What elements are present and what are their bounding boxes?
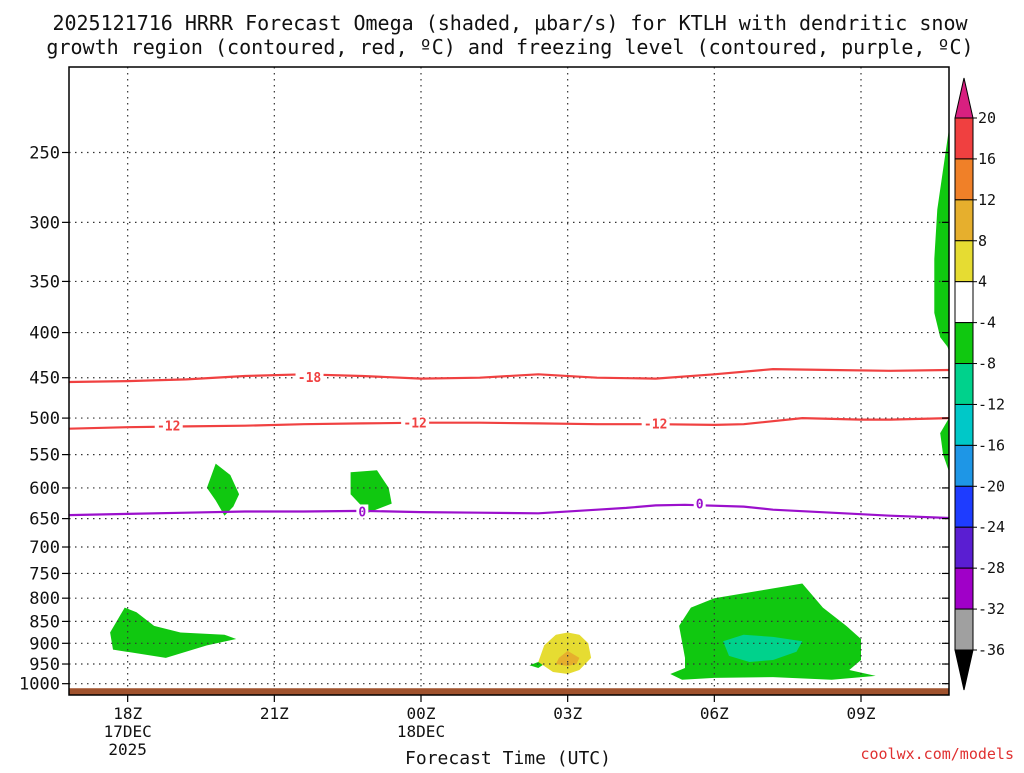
contour-label: 0: [358, 505, 366, 520]
plot-area: -18 -12 -12 -12 0 0 250 300 350 400 450 500 550 600 65…: [19, 66, 950, 759]
omega-shaded-region: [723, 634, 803, 662]
contour-label: 0: [696, 498, 704, 513]
contour-line: [68, 503, 950, 520]
x-tick-date-label: 17DEC: [104, 722, 152, 741]
credit-text: coolwx.com/models: [860, 745, 1014, 763]
contour-label-bg: [693, 496, 706, 511]
x-tick-label: 06Z: [700, 704, 729, 723]
x-tick-year-label: 2025: [108, 740, 147, 759]
contour-label-bg: [641, 416, 670, 431]
colorbar-label: -32: [978, 600, 1005, 618]
colorbar-band: [954, 199, 974, 242]
y-tick-label: 350: [29, 272, 60, 292]
y-tick-label: 650: [29, 510, 60, 530]
colorbar-band: [954, 567, 974, 610]
omega-shaded-region: [206, 463, 240, 516]
y-tick-label: 300: [29, 213, 60, 233]
x-tick-label: 21Z: [260, 704, 289, 723]
y-tick-label: 500: [29, 409, 60, 429]
x-tick-date-label: 18DEC: [397, 722, 445, 741]
x-tick-label: 00Z: [407, 704, 436, 723]
y-tick-label: 850: [29, 612, 60, 632]
y-tick-label: 450: [29, 369, 60, 389]
y-tick-label: 900: [29, 634, 60, 654]
y-tick-label: 550: [29, 446, 60, 466]
colorbar-under-triangle: [954, 649, 974, 691]
colorbar-label: -16: [978, 436, 1005, 454]
x-tick-label: 18Z: [113, 704, 142, 723]
colorbar-label: -36: [978, 641, 1005, 659]
omega-shaded-region: [940, 418, 949, 472]
colorbar-label: -8: [978, 355, 996, 373]
contour-label-bg: [154, 418, 183, 433]
y-tick-label: 600: [29, 479, 60, 499]
colorbar-band: [954, 363, 974, 405]
colorbar-band: [954, 240, 974, 283]
colorbar-band: [954, 485, 974, 528]
colorbar-band: [954, 608, 974, 651]
colorbar-label: 16: [978, 150, 996, 168]
contour-label: -12: [644, 417, 667, 432]
colorbar-band: [954, 117, 974, 160]
colorbar-band: [954, 158, 974, 201]
chart-title-line2: growth region (contoured, red, ºC) and f…: [46, 35, 973, 59]
colorbar-band: [954, 322, 974, 365]
y-tick-label: 400: [29, 324, 60, 344]
omega-shaded-region: [110, 607, 237, 658]
contour-label: -12: [157, 420, 180, 435]
colorbar-label: -24: [978, 518, 1005, 536]
colorbar-over-triangle: [954, 77, 974, 119]
y-tick-label: 800: [29, 589, 60, 609]
omega-shaded-region: [555, 650, 580, 666]
colorbar-band: [954, 526, 974, 569]
omega-shaded-region: [350, 470, 392, 513]
colorbar-label: -4: [978, 314, 996, 332]
chart-title-line1: 2025121716 HRRR Forecast Omega (shaded, …: [52, 11, 968, 35]
colorbar: 20 16 12 8 4 -4 -8 -12 -16 -20 -24 -28 -32 -36: [954, 77, 1005, 691]
contour-label: -18: [298, 371, 322, 386]
colorbar-label: 12: [978, 191, 996, 209]
colorbar-label: -28: [978, 559, 1005, 577]
colorbar-band: [954, 444, 974, 487]
colorbar-label: -20: [978, 477, 1005, 495]
omega-shaded-region: [670, 583, 876, 680]
plot-frame: [68, 66, 950, 696]
y-tick-label: 950: [29, 655, 60, 675]
contour-label-bg: [295, 369, 324, 384]
colorbar-label: 8: [978, 232, 987, 250]
contour-line: [68, 416, 950, 430]
colorbar-band: [954, 403, 974, 446]
colorbar-label: -12: [978, 395, 1005, 413]
contour-line: [68, 367, 950, 384]
ground-strip: [69, 688, 949, 695]
x-axis-label: Forecast Time (UTC): [405, 748, 611, 768]
y-tick-label: 750: [29, 564, 60, 584]
colorbar-label: 20: [978, 109, 996, 127]
colorbar-label: 4: [978, 273, 987, 291]
x-tick-label: 03Z: [553, 704, 582, 723]
contour-label: -12: [403, 417, 426, 432]
omega-shaded-region: [538, 632, 592, 674]
y-tick-label: 1000: [19, 675, 60, 695]
y-tick-label: 700: [29, 538, 60, 558]
y-tick-label: 250: [29, 143, 60, 163]
x-tick-label: 09Z: [847, 704, 876, 723]
contour-label-bg: [356, 504, 369, 519]
contour-label-bg: [401, 415, 430, 430]
colorbar-band: [954, 281, 974, 324]
omega-shaded-region: [934, 128, 949, 352]
